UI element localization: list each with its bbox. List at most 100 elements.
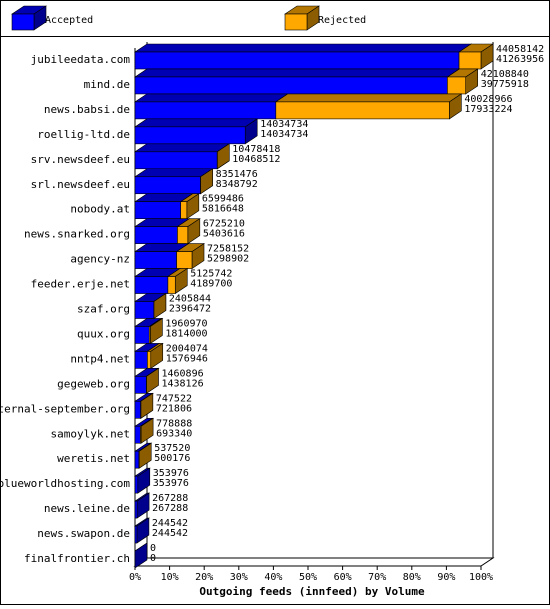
bar-front: [135, 277, 168, 294]
bar-front: [135, 476, 138, 493]
bar-front: [447, 77, 465, 94]
bar-front: [135, 77, 447, 94]
category-label: srv.newsdeef.eu: [31, 153, 130, 166]
accepted-label: 1438126: [161, 378, 203, 389]
bar-segment: [135, 94, 288, 119]
bar-segment: [135, 144, 229, 169]
bar-segment: [276, 94, 462, 119]
accepted-label: 14034734: [260, 129, 308, 140]
bar-front: [12, 14, 34, 30]
bar-top: [135, 169, 213, 177]
accepted-label: 1576946: [166, 353, 208, 364]
bar-front: [135, 177, 201, 194]
accepted-label: 353976: [153, 478, 189, 489]
accepted-label: 244542: [152, 528, 188, 539]
accepted-label: 5816648: [202, 204, 244, 215]
category-label: news.babsi.de: [44, 103, 130, 116]
category-label: weretis.net: [57, 452, 130, 465]
accepted-label: 693340: [156, 428, 192, 439]
category-label: news.swapon.de: [37, 527, 130, 540]
category-label: szaf.org: [77, 303, 130, 316]
bar-front: [177, 227, 187, 244]
bar-front: [135, 326, 149, 343]
category-label: finalfrontier.ch: [24, 552, 130, 565]
bar-front: [135, 426, 140, 443]
bar-front: [168, 277, 175, 294]
accepted-label: 41263956: [496, 54, 544, 65]
bar-top: [276, 94, 462, 102]
x-tick-label: 100%: [469, 572, 493, 583]
x-tick-label: 10%: [161, 572, 179, 583]
bar-front: [135, 526, 137, 543]
bar-top: [135, 69, 459, 77]
category-label: blueworldhosting.com: [0, 477, 130, 490]
category-label: news.leine.de: [44, 502, 130, 515]
bar-front: [177, 252, 192, 269]
x-tick-label: 20%: [195, 572, 213, 583]
category-label: quux.org: [77, 327, 130, 340]
bar-front: [135, 52, 459, 69]
floor: [135, 558, 493, 566]
category-label: srl.newsdeef.eu: [31, 178, 130, 191]
category-label: samoylyk.net: [51, 427, 130, 440]
bar-front: [147, 351, 150, 368]
bar-front: [135, 501, 137, 518]
x-axis-label: Outgoing feeds (innfeed) by Volume: [199, 585, 425, 598]
bar-segment: [135, 119, 257, 144]
x-tick-label: 40%: [264, 572, 282, 583]
bar-front: [135, 451, 139, 468]
category-label: eternal-september.org: [0, 402, 130, 415]
category-label: feeder.erje.net: [31, 278, 130, 291]
bar-front: [459, 52, 481, 69]
accepted-label: 1814000: [165, 328, 207, 339]
category-label: roellig-ltd.de: [37, 128, 130, 141]
accepted-label: 8348792: [216, 179, 258, 190]
bar-front: [135, 376, 146, 393]
x-tick-label: 60%: [334, 572, 352, 583]
bar-front: [135, 401, 141, 418]
bar-top: [135, 44, 471, 52]
legend-label: Rejected: [318, 15, 366, 26]
x-tick-label: 30%: [230, 572, 248, 583]
legend-label: Accepted: [45, 15, 93, 26]
accepted-label: 721806: [156, 403, 192, 414]
category-label: agency-nz: [70, 253, 130, 266]
bar-top: [135, 144, 229, 152]
bar-segment: [135, 44, 471, 69]
x-tick-label: 0%: [129, 572, 141, 583]
category-label: jubileedata.com: [31, 53, 131, 66]
accepted-label: 17933224: [464, 104, 512, 115]
bar-front: [135, 102, 276, 119]
x-tick-label: 50%: [299, 572, 317, 583]
bar-front: [135, 202, 181, 219]
bar-front: [285, 14, 307, 30]
bar-front: [135, 152, 217, 169]
bar-top: [135, 119, 257, 127]
bar-front: [135, 227, 177, 244]
bar-front: [140, 426, 141, 443]
x-tick-label: 90%: [437, 572, 455, 583]
accepted-label: 0: [150, 553, 156, 564]
x-tick-label: 80%: [403, 572, 421, 583]
accepted-label: 39775918: [481, 79, 529, 90]
bar-top: [135, 94, 288, 102]
bar-front: [149, 326, 150, 343]
category-label: gegeweb.org: [57, 377, 130, 390]
category-label: nobody.at: [70, 203, 130, 216]
accepted-label: 500176: [154, 453, 190, 464]
accepted-label: 267288: [152, 503, 188, 514]
accepted-label: 5298902: [207, 254, 249, 265]
category-label: mind.de: [84, 78, 130, 91]
category-label: nntp4.net: [70, 352, 130, 365]
accepted-label: 10468512: [232, 154, 280, 165]
bar-front: [181, 202, 187, 219]
accepted-label: 2396472: [169, 304, 211, 315]
bar-front: [135, 302, 154, 319]
bar-front: [135, 252, 177, 269]
category-label: news.snarked.org: [24, 228, 130, 241]
bar-front: [135, 351, 147, 368]
x-tick-label: 70%: [368, 572, 386, 583]
accepted-label: 5403616: [203, 229, 245, 240]
bar-segment: [135, 69, 459, 94]
